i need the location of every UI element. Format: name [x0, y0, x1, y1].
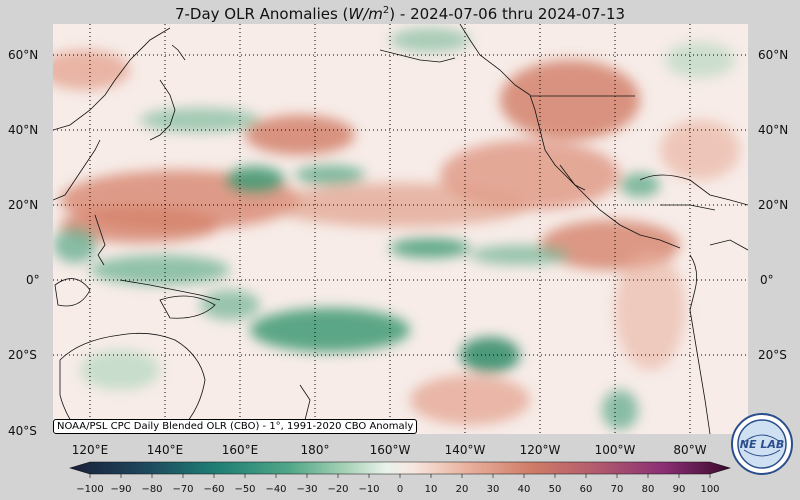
positive-anomaly-region [660, 120, 740, 180]
colorbar-tick-label: 30 [486, 484, 500, 495]
lat-label-right: 0° [760, 273, 774, 287]
negative-anomaly-region [80, 350, 160, 390]
negative-anomaly-region [390, 238, 470, 258]
colorbar-tick-label: −50 [234, 484, 256, 495]
colorbar-tick-label: 50 [548, 484, 562, 495]
colorbar-tick-label: 20 [455, 484, 469, 495]
colorbar-tick-label: −40 [265, 484, 287, 495]
lat-label-left: 20°S [8, 348, 37, 362]
colorbar [68, 461, 732, 478]
colorbar-tick-label: 60 [579, 484, 593, 495]
colorbar-tick-label: 70 [610, 484, 624, 495]
negative-anomaly-region [140, 108, 260, 132]
colorbar-tick-label: 100 [700, 484, 720, 495]
lon-label: 80°W [673, 443, 707, 457]
lon-label: 160°W [369, 443, 411, 457]
positive-anomaly-region [500, 60, 640, 140]
lat-label-left: 40°N [8, 123, 39, 137]
colorbar-tick-label: −80 [141, 484, 163, 495]
lon-label: 100°W [594, 443, 636, 457]
lon-label: 140°W [444, 443, 486, 457]
negative-anomaly-region [90, 255, 230, 285]
colorbar-ticks [89, 474, 711, 478]
colorbar-tick-label: 0 [396, 484, 404, 495]
negative-anomaly-region [225, 166, 285, 194]
negative-anomaly-region [250, 308, 410, 352]
positive-anomaly-region [410, 375, 530, 425]
colorbar-tick-label: 90 [672, 484, 686, 495]
anomaly-field [53, 24, 748, 434]
colorbar-tick-label: 10 [424, 484, 438, 495]
data-source-caption: NOAA/PSL CPC Daily Blended OLR (CBO) - 1… [53, 419, 418, 434]
negative-anomaly-region [470, 245, 570, 265]
colorbar-tick-label: −70 [172, 484, 194, 495]
colorbar-tick-label: −90 [110, 484, 132, 495]
negative-anomaly-region [200, 290, 260, 320]
negative-anomaly-region [295, 165, 365, 185]
lat-label-right: 20°S [758, 348, 787, 362]
lat-label-left: 20°N [8, 198, 39, 212]
logo-text: NE LAB [740, 438, 784, 451]
negative-anomaly-region [53, 227, 97, 263]
lon-label: 180° [300, 443, 330, 457]
lat-label-right: 40°N [758, 123, 789, 137]
positive-anomaly-region [60, 207, 220, 243]
lat-label-right: 60°N [758, 48, 789, 62]
positive-anomaly-region [53, 50, 130, 90]
lon-label: 140°E [146, 443, 184, 457]
lon-label: 160°E [221, 443, 259, 457]
positive-anomaly-region [615, 250, 685, 370]
colorbar-tick-label: −60 [203, 484, 225, 495]
positive-anomaly-region [245, 115, 355, 155]
lat-label-left: 40°S [8, 424, 37, 438]
colorbar-bar [68, 461, 732, 475]
colorbar-tick-label: 40 [517, 484, 531, 495]
lat-label-right: 20°N [758, 198, 789, 212]
map-title: 7-Day OLR Anomalies (W/m2) - 2024-07-06 … [174, 5, 626, 23]
negative-anomaly-region [665, 42, 735, 78]
colorbar-tick-label: 80 [641, 484, 655, 495]
colorbar-tick-label: −100 [76, 484, 104, 495]
graticule [53, 24, 748, 434]
lat-label-left: 0° [26, 273, 40, 287]
negative-anomaly-region [602, 390, 638, 430]
negative-anomaly-region [390, 28, 470, 52]
negative-anomaly-region [620, 173, 660, 197]
nelab-logo-icon: NE LAB [731, 413, 793, 475]
lon-label: 120°E [71, 443, 109, 457]
colorbar-tick-label: −20 [327, 484, 349, 495]
colorbar-tick-label: −10 [358, 484, 380, 495]
lat-label-left: 60°N [8, 48, 39, 62]
lon-label: 120°W [519, 443, 561, 457]
colorbar-tick-label: −30 [296, 484, 318, 495]
